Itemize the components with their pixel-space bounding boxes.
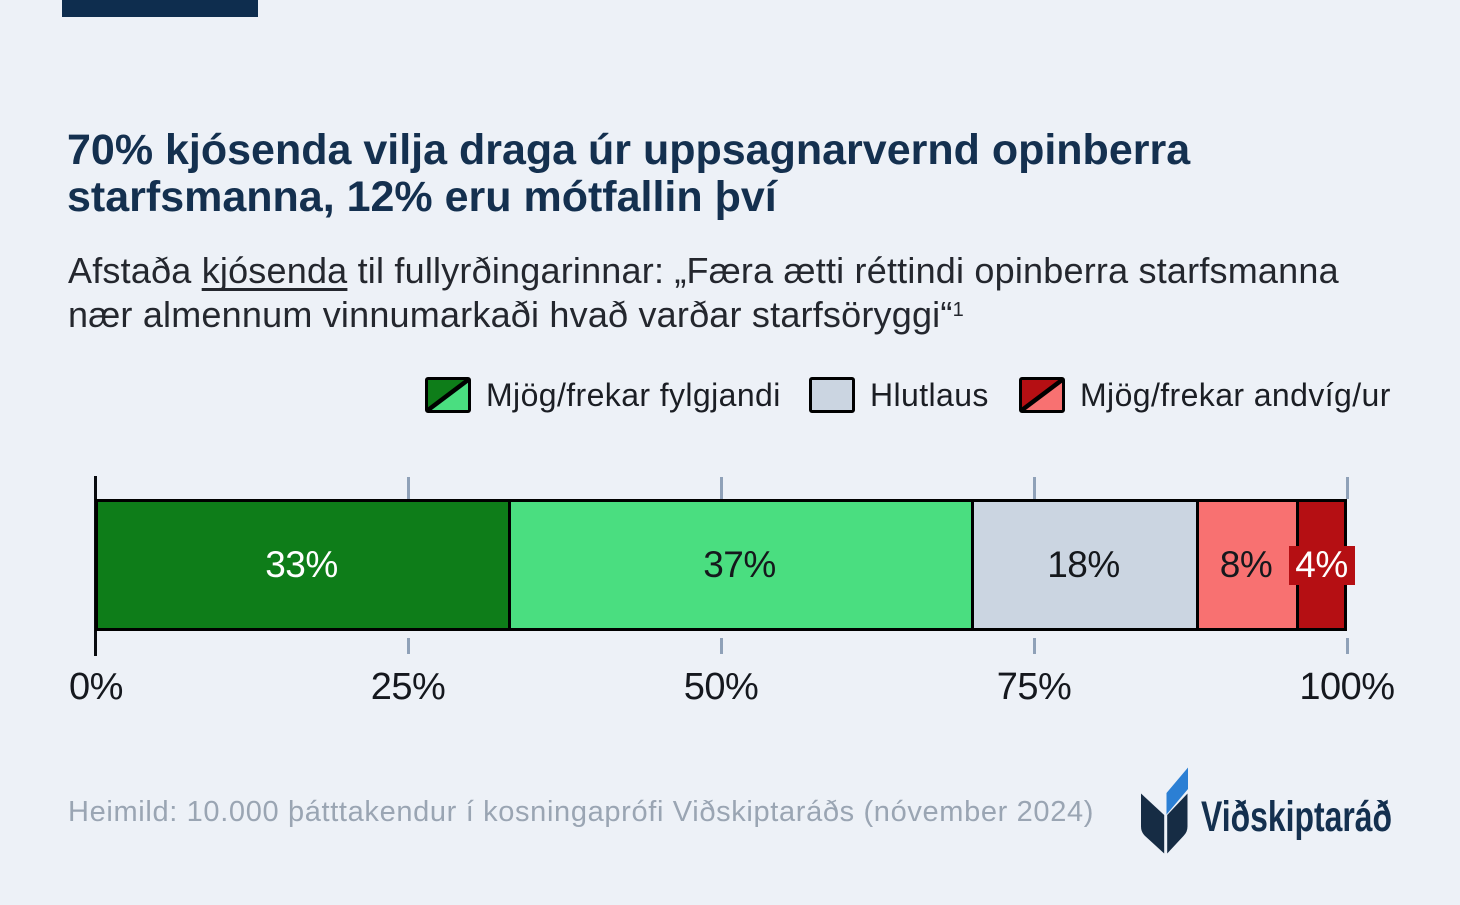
svg-text:Viðskiptaráð: Viðskiptaráð [1201,794,1392,840]
